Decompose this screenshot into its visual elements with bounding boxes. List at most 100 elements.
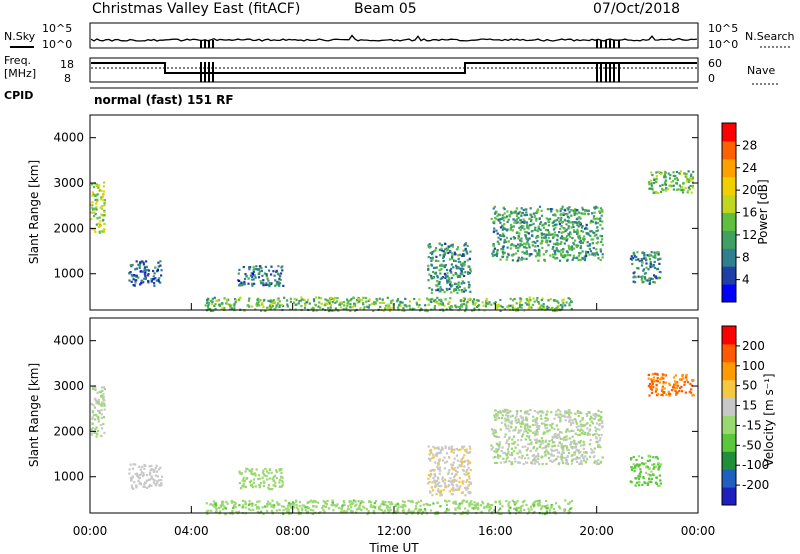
data-cell bbox=[281, 303, 284, 307]
data-cell bbox=[511, 299, 515, 302]
data-cell bbox=[519, 507, 523, 510]
data-cell bbox=[374, 506, 377, 509]
data-cell bbox=[493, 212, 497, 215]
data-cell bbox=[574, 208, 577, 211]
data-cell bbox=[350, 298, 353, 301]
data-cell bbox=[552, 299, 555, 302]
data-cell bbox=[599, 446, 602, 449]
data-cell bbox=[456, 291, 459, 294]
data-cell bbox=[517, 418, 520, 421]
data-cell bbox=[536, 240, 539, 243]
data-cell bbox=[599, 419, 602, 422]
x-tick-label: 08:00 bbox=[275, 524, 310, 538]
data-cell bbox=[649, 386, 652, 389]
data-cell bbox=[574, 432, 577, 435]
data-cell bbox=[519, 450, 522, 453]
data-cell bbox=[647, 480, 650, 483]
freq-right-tick-top: 60 bbox=[708, 57, 722, 70]
data-cell bbox=[450, 445, 454, 448]
data-cell bbox=[577, 220, 581, 223]
data-cell bbox=[592, 217, 595, 220]
data-cell bbox=[596, 237, 599, 240]
data-cell bbox=[286, 299, 289, 302]
data-cell bbox=[513, 503, 516, 506]
data-cell bbox=[278, 508, 281, 511]
data-cell bbox=[443, 290, 446, 294]
data-cell bbox=[526, 299, 529, 302]
data-cell bbox=[632, 276, 635, 279]
data-cell bbox=[525, 461, 528, 464]
data-cell bbox=[519, 415, 522, 418]
data-cell bbox=[638, 478, 641, 481]
data-cell bbox=[636, 251, 639, 254]
data-cell bbox=[435, 452, 438, 455]
data-cell bbox=[92, 385, 95, 388]
data-cell bbox=[518, 506, 521, 510]
data-cell bbox=[541, 505, 544, 508]
data-cell bbox=[532, 212, 535, 215]
data-cell bbox=[549, 208, 552, 211]
data-cell bbox=[690, 173, 693, 176]
data-cell bbox=[663, 173, 666, 176]
data-cell bbox=[447, 245, 450, 248]
data-cell bbox=[234, 503, 237, 506]
data-cell bbox=[648, 183, 651, 186]
data-cell bbox=[458, 275, 462, 279]
data-cell bbox=[461, 303, 464, 306]
data-cell bbox=[448, 490, 451, 493]
data-cell bbox=[289, 300, 292, 303]
data-cell bbox=[535, 236, 538, 240]
data-cell bbox=[448, 287, 451, 291]
data-cell bbox=[492, 429, 495, 432]
data-cell bbox=[281, 484, 284, 487]
data-cell bbox=[512, 429, 515, 432]
data-cell bbox=[149, 473, 152, 476]
data-cell bbox=[563, 410, 567, 413]
data-cell bbox=[463, 274, 466, 278]
data-cell bbox=[692, 394, 695, 397]
data-cell bbox=[331, 301, 334, 304]
data-cell bbox=[564, 419, 567, 422]
data-cell bbox=[591, 220, 595, 223]
data-cell bbox=[209, 503, 212, 506]
data-cell bbox=[528, 217, 531, 220]
data-cell bbox=[649, 277, 652, 281]
data-cell bbox=[436, 266, 439, 269]
data-cell bbox=[649, 262, 652, 265]
data-cell bbox=[551, 439, 554, 442]
data-cell bbox=[364, 296, 368, 300]
data-cell bbox=[531, 241, 534, 244]
data-cell bbox=[240, 472, 243, 475]
data-cell bbox=[509, 410, 512, 413]
data-cell bbox=[568, 501, 572, 504]
data-cell bbox=[267, 484, 271, 487]
data-cell bbox=[480, 510, 483, 513]
data-cell bbox=[672, 184, 675, 187]
data-cell bbox=[420, 512, 423, 516]
data-cell bbox=[437, 446, 440, 449]
data-cell bbox=[587, 209, 590, 213]
data-cell bbox=[668, 177, 671, 180]
data-cell bbox=[681, 373, 684, 377]
data-cell bbox=[239, 284, 242, 287]
data-cell bbox=[221, 301, 224, 305]
data-cell bbox=[262, 279, 265, 282]
data-cell bbox=[551, 247, 554, 250]
data-cell bbox=[532, 297, 535, 300]
data-cell bbox=[448, 278, 451, 281]
data-cell bbox=[501, 224, 504, 227]
data-cell bbox=[534, 432, 538, 436]
data-cell bbox=[572, 254, 575, 257]
data-cell bbox=[458, 267, 461, 270]
colorbar-segment bbox=[722, 343, 736, 363]
data-cell bbox=[594, 253, 597, 256]
data-cell bbox=[98, 230, 101, 233]
data-cell bbox=[257, 505, 260, 509]
data-cell bbox=[138, 482, 141, 485]
data-cell bbox=[247, 503, 251, 506]
colorbar-tick-label: 100 bbox=[742, 359, 765, 373]
data-cell bbox=[304, 304, 307, 307]
data-cell bbox=[360, 500, 363, 503]
data-cell bbox=[500, 450, 503, 453]
data-cell bbox=[519, 299, 522, 302]
